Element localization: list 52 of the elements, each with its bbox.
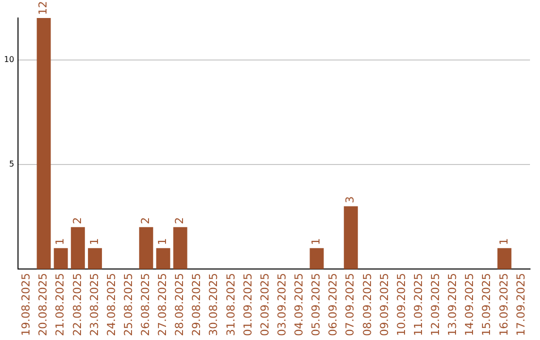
bar (88, 248, 102, 270)
y-tick-label: 10 (4, 54, 14, 64)
x-tick-label: 15.09.2025 (480, 273, 494, 336)
x-tick-label: 22.08.2025 (70, 273, 84, 336)
bar (70, 227, 85, 270)
bar (497, 248, 512, 270)
x-tick-label: 24.08.2025 (104, 273, 118, 336)
x-tick-label: 17.09.2025 (514, 273, 528, 336)
x-tick-label: 10.09.2025 (394, 273, 408, 336)
x-tick-label: 26.08.2025 (138, 273, 152, 336)
data-label: 1 (156, 238, 170, 246)
data-label: 3 (344, 196, 357, 204)
x-tick-label: 16.09.2025 (497, 273, 510, 336)
x-tick-label: 20.08.2025 (36, 273, 50, 336)
data-label: 2 (70, 217, 84, 224)
data-label: 2 (138, 217, 152, 224)
data-label: 1 (88, 238, 101, 246)
x-tick-label: 12.09.2025 (429, 273, 442, 336)
data-label: 2 (173, 217, 186, 224)
x-tick-label: 05.09.2025 (310, 273, 323, 336)
x-tick-label: 06.09.2025 (326, 273, 340, 336)
x-tick-label: 08.09.2025 (360, 273, 374, 336)
x-tick-label: 03.09.2025 (275, 273, 288, 336)
bar (36, 18, 51, 270)
x-tick-label: 29.08.2025 (190, 273, 204, 336)
x-tick-label: 19.08.2025 (20, 273, 33, 336)
x-tick-label: 01.09.2025 (241, 273, 254, 336)
x-tick-label: 14.09.2025 (463, 273, 476, 336)
x-tick-label: 02.09.2025 (258, 273, 272, 336)
bar (156, 248, 170, 270)
data-label: 1 (54, 238, 67, 246)
bar (139, 227, 154, 270)
bar (344, 206, 358, 270)
bar (173, 227, 188, 270)
data-label: 1 (310, 238, 323, 246)
x-tick-label: 30.08.2025 (207, 273, 220, 336)
data-label: 1 (497, 238, 510, 246)
x-tick-label: 11.09.2025 (412, 273, 425, 336)
x-tick-label: 25.08.2025 (122, 273, 135, 336)
x-tick-label: 07.09.2025 (344, 273, 357, 336)
data-label: 12 (36, 1, 50, 15)
x-tick-label: 09.09.2025 (378, 273, 391, 336)
x-tick-label: 31.08.2025 (224, 273, 238, 336)
bar (310, 248, 324, 270)
y-tick-label: 5 (9, 160, 14, 169)
x-tick-label: 13.09.2025 (446, 273, 460, 336)
bar (54, 248, 68, 270)
x-tick-label: 28.08.2025 (173, 273, 186, 336)
x-tick-label: 23.08.2025 (88, 273, 101, 336)
x-tick-label: 21.08.2025 (54, 273, 67, 336)
x-tick-label: 04.09.2025 (292, 273, 306, 336)
x-tick-label: 27.08.2025 (156, 273, 170, 336)
